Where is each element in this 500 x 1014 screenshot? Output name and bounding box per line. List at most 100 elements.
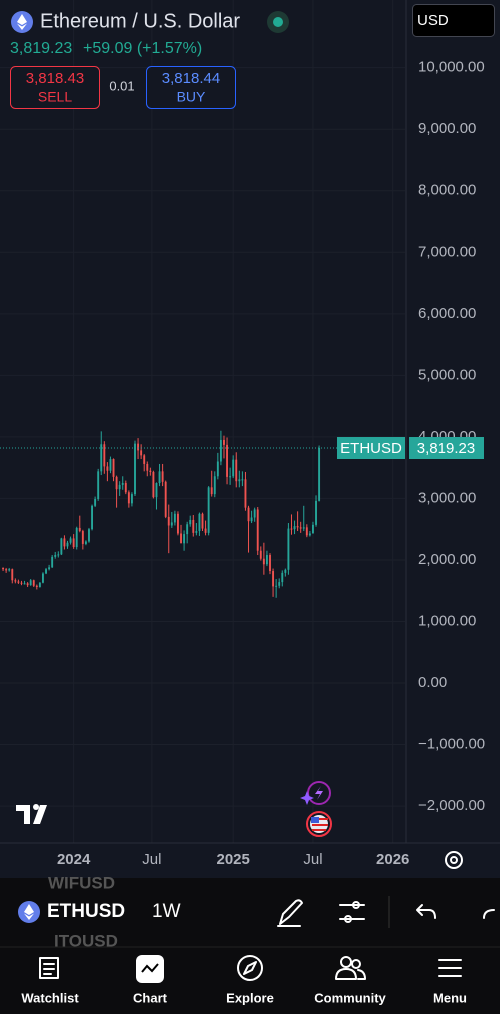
candle-body <box>173 513 176 523</box>
sell-price: 3,818.43 <box>26 70 84 87</box>
ghost-symbol: WIFUSD <box>48 873 115 892</box>
candle-body <box>143 455 146 464</box>
sell-button[interactable] <box>10 66 100 109</box>
symbol-tag <box>337 437 405 460</box>
candle-body <box>78 527 81 532</box>
candle-body <box>158 471 161 484</box>
community-icon[interactable] <box>340 956 352 968</box>
price-change: +59.09 (+1.57%) <box>83 40 202 57</box>
candle-body <box>195 531 198 533</box>
nav-label[interactable]: Chart <box>133 990 168 1005</box>
candle-body <box>281 572 284 583</box>
candle-body <box>312 524 314 534</box>
currency-select[interactable] <box>412 4 495 37</box>
y-tick-label: 2,000.00 <box>418 551 476 568</box>
buy-button[interactable] <box>146 66 236 109</box>
redo[interactable] <box>483 909 495 919</box>
candle-body <box>226 444 228 477</box>
candle-body <box>210 487 213 495</box>
candle-body <box>244 479 247 508</box>
candle-body <box>137 443 140 451</box>
candle-body <box>134 443 136 495</box>
y-tick-label: 0.00 <box>418 674 447 691</box>
settings-button[interactable] <box>445 851 463 869</box>
candle-body <box>130 494 133 504</box>
x-tick-label: Jul <box>303 851 322 868</box>
candle-body <box>103 444 106 467</box>
candle-body <box>235 459 238 482</box>
candle-body <box>253 509 256 518</box>
candle-body <box>84 541 87 544</box>
undo[interactable] <box>416 904 436 919</box>
candle-body <box>23 583 26 585</box>
candle-body <box>186 524 189 535</box>
nav-label[interactable]: Community <box>314 990 386 1005</box>
candle-body <box>232 459 235 477</box>
candle-body <box>32 580 35 586</box>
candle-body <box>161 471 164 482</box>
candle-body <box>11 569 14 581</box>
candle-body <box>189 519 192 525</box>
candle-body <box>262 558 265 565</box>
toolbar-symbol[interactable]: ETHUSD <box>47 901 125 922</box>
x-tick-label: 2025 <box>216 851 249 868</box>
candle-body <box>8 569 11 571</box>
spread: 0.01 <box>109 78 134 93</box>
community-icon2 <box>351 959 361 969</box>
candle-body <box>284 569 287 573</box>
candle-body <box>63 538 66 547</box>
candle-body <box>112 459 115 477</box>
candle-body <box>42 573 44 583</box>
candle-body <box>97 471 100 500</box>
candle-body <box>72 538 75 548</box>
candle-body <box>29 580 32 586</box>
candle-body <box>75 527 78 548</box>
candle-body <box>94 499 97 506</box>
y-tick-label: 3,000.00 <box>418 489 476 506</box>
y-tick-label: 9,000.00 <box>418 120 476 137</box>
candle-body <box>315 500 317 525</box>
explore-icon[interactable] <box>237 955 263 981</box>
x-tick-label: 2024 <box>57 851 91 868</box>
candle-body <box>278 582 281 586</box>
candle-body <box>91 505 93 530</box>
nav-label[interactable]: Explore <box>226 990 274 1005</box>
watchlist-icon[interactable] <box>39 957 59 979</box>
candle-body <box>170 522 173 526</box>
candle-body <box>140 450 143 456</box>
menu-icon[interactable] <box>438 959 462 977</box>
candle-body <box>308 533 311 536</box>
sparkle <box>300 791 314 805</box>
candle-body <box>302 527 305 529</box>
candle-body <box>250 517 253 522</box>
draw-tool[interactable] <box>277 899 303 927</box>
symbol-tag-label: ETHUSD <box>340 440 402 457</box>
candle-body <box>35 585 38 588</box>
candle-body <box>69 538 72 543</box>
candle-body <box>192 519 195 533</box>
nav-label[interactable]: Menu <box>433 990 467 1005</box>
candle-body <box>2 567 5 570</box>
candle-body <box>272 571 275 587</box>
candle-body <box>146 463 149 471</box>
candle-body <box>219 439 222 462</box>
candle-body <box>183 534 186 544</box>
tv-logo <box>16 805 47 824</box>
candle-body <box>216 461 219 477</box>
interval[interactable]: 1W <box>152 901 181 922</box>
flag-canton <box>311 817 319 823</box>
candle-body <box>115 476 118 490</box>
price-tag-label: 3,819.23 <box>417 440 475 457</box>
nav-label[interactable]: Watchlist <box>21 990 79 1005</box>
candle-body <box>17 581 20 583</box>
candle-body <box>167 516 170 526</box>
candle-body <box>121 483 124 485</box>
candle-body <box>54 555 57 557</box>
community-body <box>335 968 366 980</box>
candle-body <box>100 444 103 472</box>
candle-body <box>287 528 290 570</box>
candle-body <box>127 492 130 504</box>
ghost-symbol: ITOUSD <box>54 931 118 950</box>
symbol-title: Ethereum / U.S. Dollar <box>40 10 240 32</box>
